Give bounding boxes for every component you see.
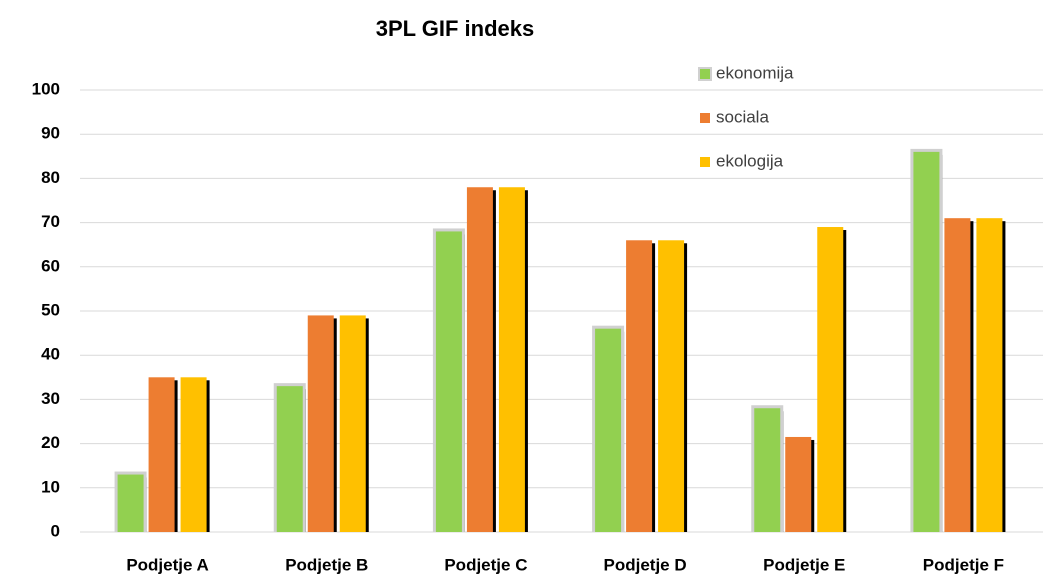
bar [307, 315, 334, 532]
y-tick-label: 80 [41, 168, 60, 187]
bar [339, 315, 366, 532]
legend-label: ekologija [716, 151, 784, 170]
legend-swatch [700, 157, 710, 167]
x-tick-label: Podjetje D [604, 555, 687, 574]
legend-label: sociala [716, 107, 769, 126]
x-tick-label: Podjetje A [126, 555, 209, 574]
chart-title: 3PL GIF indeks [376, 16, 535, 41]
legend-swatch [700, 69, 710, 79]
bar [117, 474, 144, 532]
legend-label: ekonomija [716, 63, 794, 82]
bar [913, 151, 940, 532]
bar [595, 328, 622, 532]
y-tick-label: 0 [51, 521, 60, 540]
y-tick-label: 100 [32, 79, 60, 98]
bar [817, 227, 844, 532]
legend-swatch [700, 113, 710, 123]
y-tick-label: 60 [41, 256, 60, 275]
y-tick-label: 20 [41, 433, 60, 452]
y-tick-label: 40 [41, 345, 60, 364]
bar [498, 187, 525, 533]
bar [435, 231, 462, 532]
x-tick-label: Podjetje B [285, 555, 368, 574]
y-tick-label: 90 [41, 124, 60, 143]
bar [276, 386, 303, 532]
bar [180, 377, 207, 532]
bar [466, 187, 493, 533]
bar [626, 240, 653, 532]
bar [658, 240, 685, 532]
bar [754, 408, 781, 532]
y-tick-label: 50 [41, 300, 60, 319]
x-tick-label: Podjetje C [444, 555, 527, 574]
bar [944, 218, 971, 532]
y-tick-label: 10 [41, 477, 60, 496]
bar [148, 377, 175, 532]
x-tick-label: Podjetje F [923, 555, 1004, 574]
bar [785, 436, 812, 532]
y-tick-label: 70 [41, 212, 60, 231]
x-tick-label: Podjetje E [763, 555, 845, 574]
bar [976, 218, 1003, 532]
y-tick-label: 30 [41, 389, 60, 408]
